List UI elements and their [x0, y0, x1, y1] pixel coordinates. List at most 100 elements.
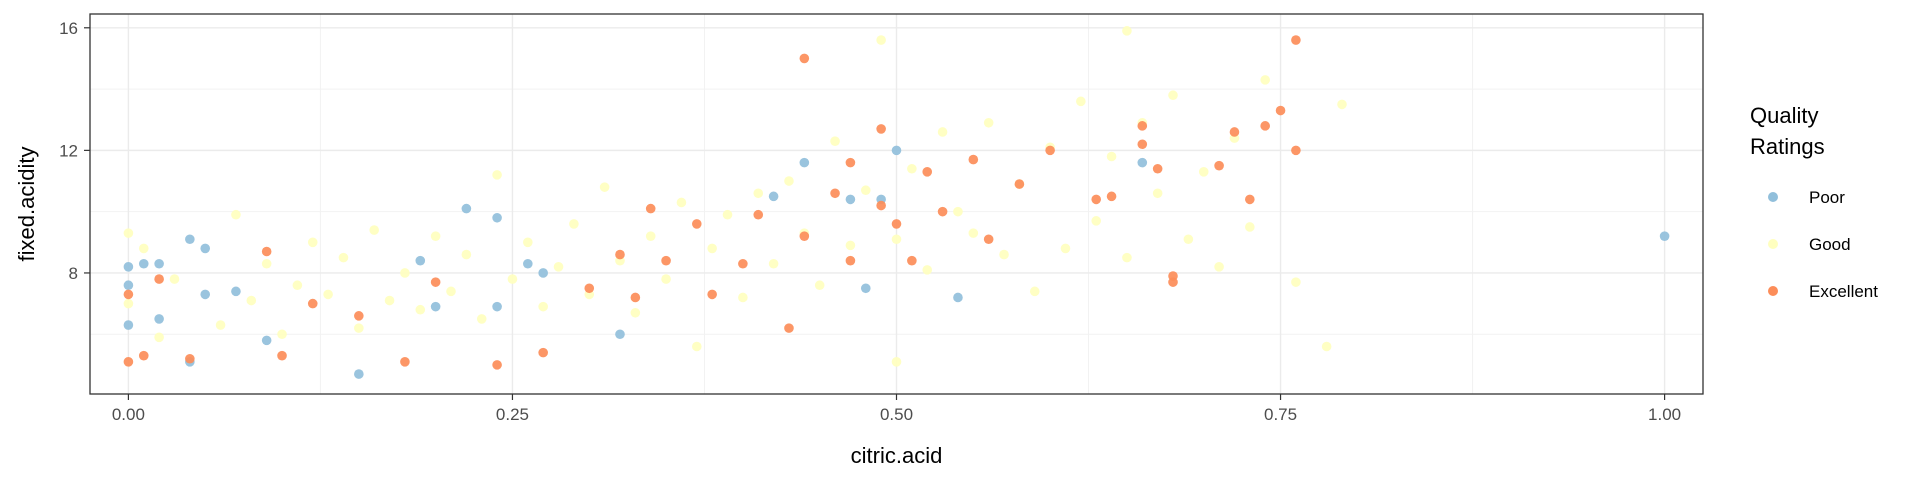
point-good: [860, 185, 871, 196]
point-poor: [799, 157, 810, 168]
legend-label: Good: [1809, 235, 1851, 254]
point-excellent: [907, 255, 917, 266]
point-excellent: [799, 53, 810, 64]
point-excellent: [876, 200, 886, 211]
legend-swatch: [1768, 286, 1778, 296]
point-poor: [523, 258, 533, 269]
point-good: [907, 163, 917, 174]
point-good: [676, 197, 687, 208]
point-poor: [492, 212, 502, 223]
point-excellent: [354, 311, 364, 321]
point-excellent: [1168, 277, 1178, 287]
point-excellent: [307, 298, 318, 309]
point-good: [999, 249, 1009, 260]
point-good: [384, 295, 395, 306]
point-excellent: [400, 357, 410, 367]
point-poor: [860, 283, 871, 294]
point-excellent: [1291, 35, 1301, 45]
legend-label: Excellent: [1809, 282, 1878, 301]
point-good: [523, 237, 533, 248]
point-good: [830, 136, 840, 146]
point-good: [292, 280, 303, 291]
point-good: [1321, 341, 1332, 352]
point-excellent: [154, 274, 164, 284]
point-good: [845, 240, 856, 251]
point-good: [891, 357, 902, 367]
point-good: [1214, 262, 1224, 272]
y-axis: 8 12 16: [59, 19, 90, 283]
point-good: [1198, 167, 1209, 177]
series-excellent: [123, 35, 1301, 370]
y-axis-title: fixed.acidity: [14, 147, 39, 262]
point-good: [645, 231, 656, 241]
point-poor: [123, 320, 134, 330]
point-excellent: [1014, 179, 1025, 189]
point-good: [569, 219, 579, 229]
point-poor: [953, 292, 963, 303]
point-excellent: [630, 292, 641, 303]
point-excellent: [845, 157, 856, 168]
point-poor: [1659, 231, 1670, 241]
point-good: [1091, 216, 1102, 226]
point-excellent: [1091, 194, 1102, 205]
legend-swatch: [1768, 192, 1778, 202]
point-good: [123, 228, 134, 238]
point-good: [630, 307, 641, 318]
point-good: [415, 304, 426, 315]
point-poor: [154, 258, 164, 269]
point-excellent: [1260, 121, 1270, 131]
data-points: [123, 26, 1670, 379]
point-poor: [354, 369, 364, 379]
legend-item-good: Good: [1768, 235, 1851, 254]
point-poor: [261, 335, 272, 346]
point-good: [922, 265, 933, 275]
point-poor: [461, 203, 472, 214]
point-good: [876, 35, 886, 45]
point-good: [461, 249, 472, 260]
legend-title-line-2: Ratings: [1750, 134, 1825, 159]
point-good: [538, 301, 548, 312]
point-good: [1060, 243, 1071, 254]
point-good: [261, 258, 272, 269]
point-good: [553, 262, 564, 272]
point-good: [138, 243, 149, 254]
point-excellent: [891, 219, 902, 229]
series-poor: [123, 145, 1670, 379]
point-good: [446, 286, 456, 297]
point-excellent: [123, 357, 134, 367]
point-excellent: [430, 277, 441, 287]
point-good: [968, 228, 979, 238]
point-good: [507, 274, 518, 284]
x-tick-label: 0.50: [880, 405, 913, 424]
point-good: [1183, 234, 1194, 245]
point-excellent: [983, 234, 994, 245]
point-poor: [430, 301, 441, 312]
point-excellent: [185, 353, 195, 364]
legend-swatch: [1768, 239, 1778, 249]
point-excellent: [707, 289, 717, 300]
point-poor: [768, 191, 779, 202]
point-excellent: [738, 258, 748, 269]
point-excellent: [645, 203, 656, 214]
point-excellent: [1152, 163, 1163, 174]
point-poor: [615, 329, 625, 340]
x-axis: 0.00 0.25 0.50 0.75 1.00: [112, 394, 1681, 424]
legend-item-poor: Poor: [1768, 188, 1845, 207]
point-poor: [891, 145, 902, 156]
point-excellent: [538, 347, 548, 358]
point-excellent: [1106, 191, 1117, 202]
legend-title-line-1: Quality: [1750, 103, 1818, 128]
point-good: [691, 341, 702, 352]
point-good: [369, 225, 379, 235]
point-good: [1029, 286, 1040, 297]
x-tick-label: 0.75: [1264, 405, 1297, 424]
point-excellent: [584, 283, 595, 294]
point-good: [154, 332, 164, 343]
point-good: [231, 209, 241, 220]
point-good: [430, 231, 441, 241]
point-good: [1122, 252, 1132, 263]
y-tick-label: 12: [59, 141, 78, 160]
point-excellent: [845, 255, 856, 266]
point-poor: [538, 268, 548, 278]
point-excellent: [1137, 139, 1148, 150]
